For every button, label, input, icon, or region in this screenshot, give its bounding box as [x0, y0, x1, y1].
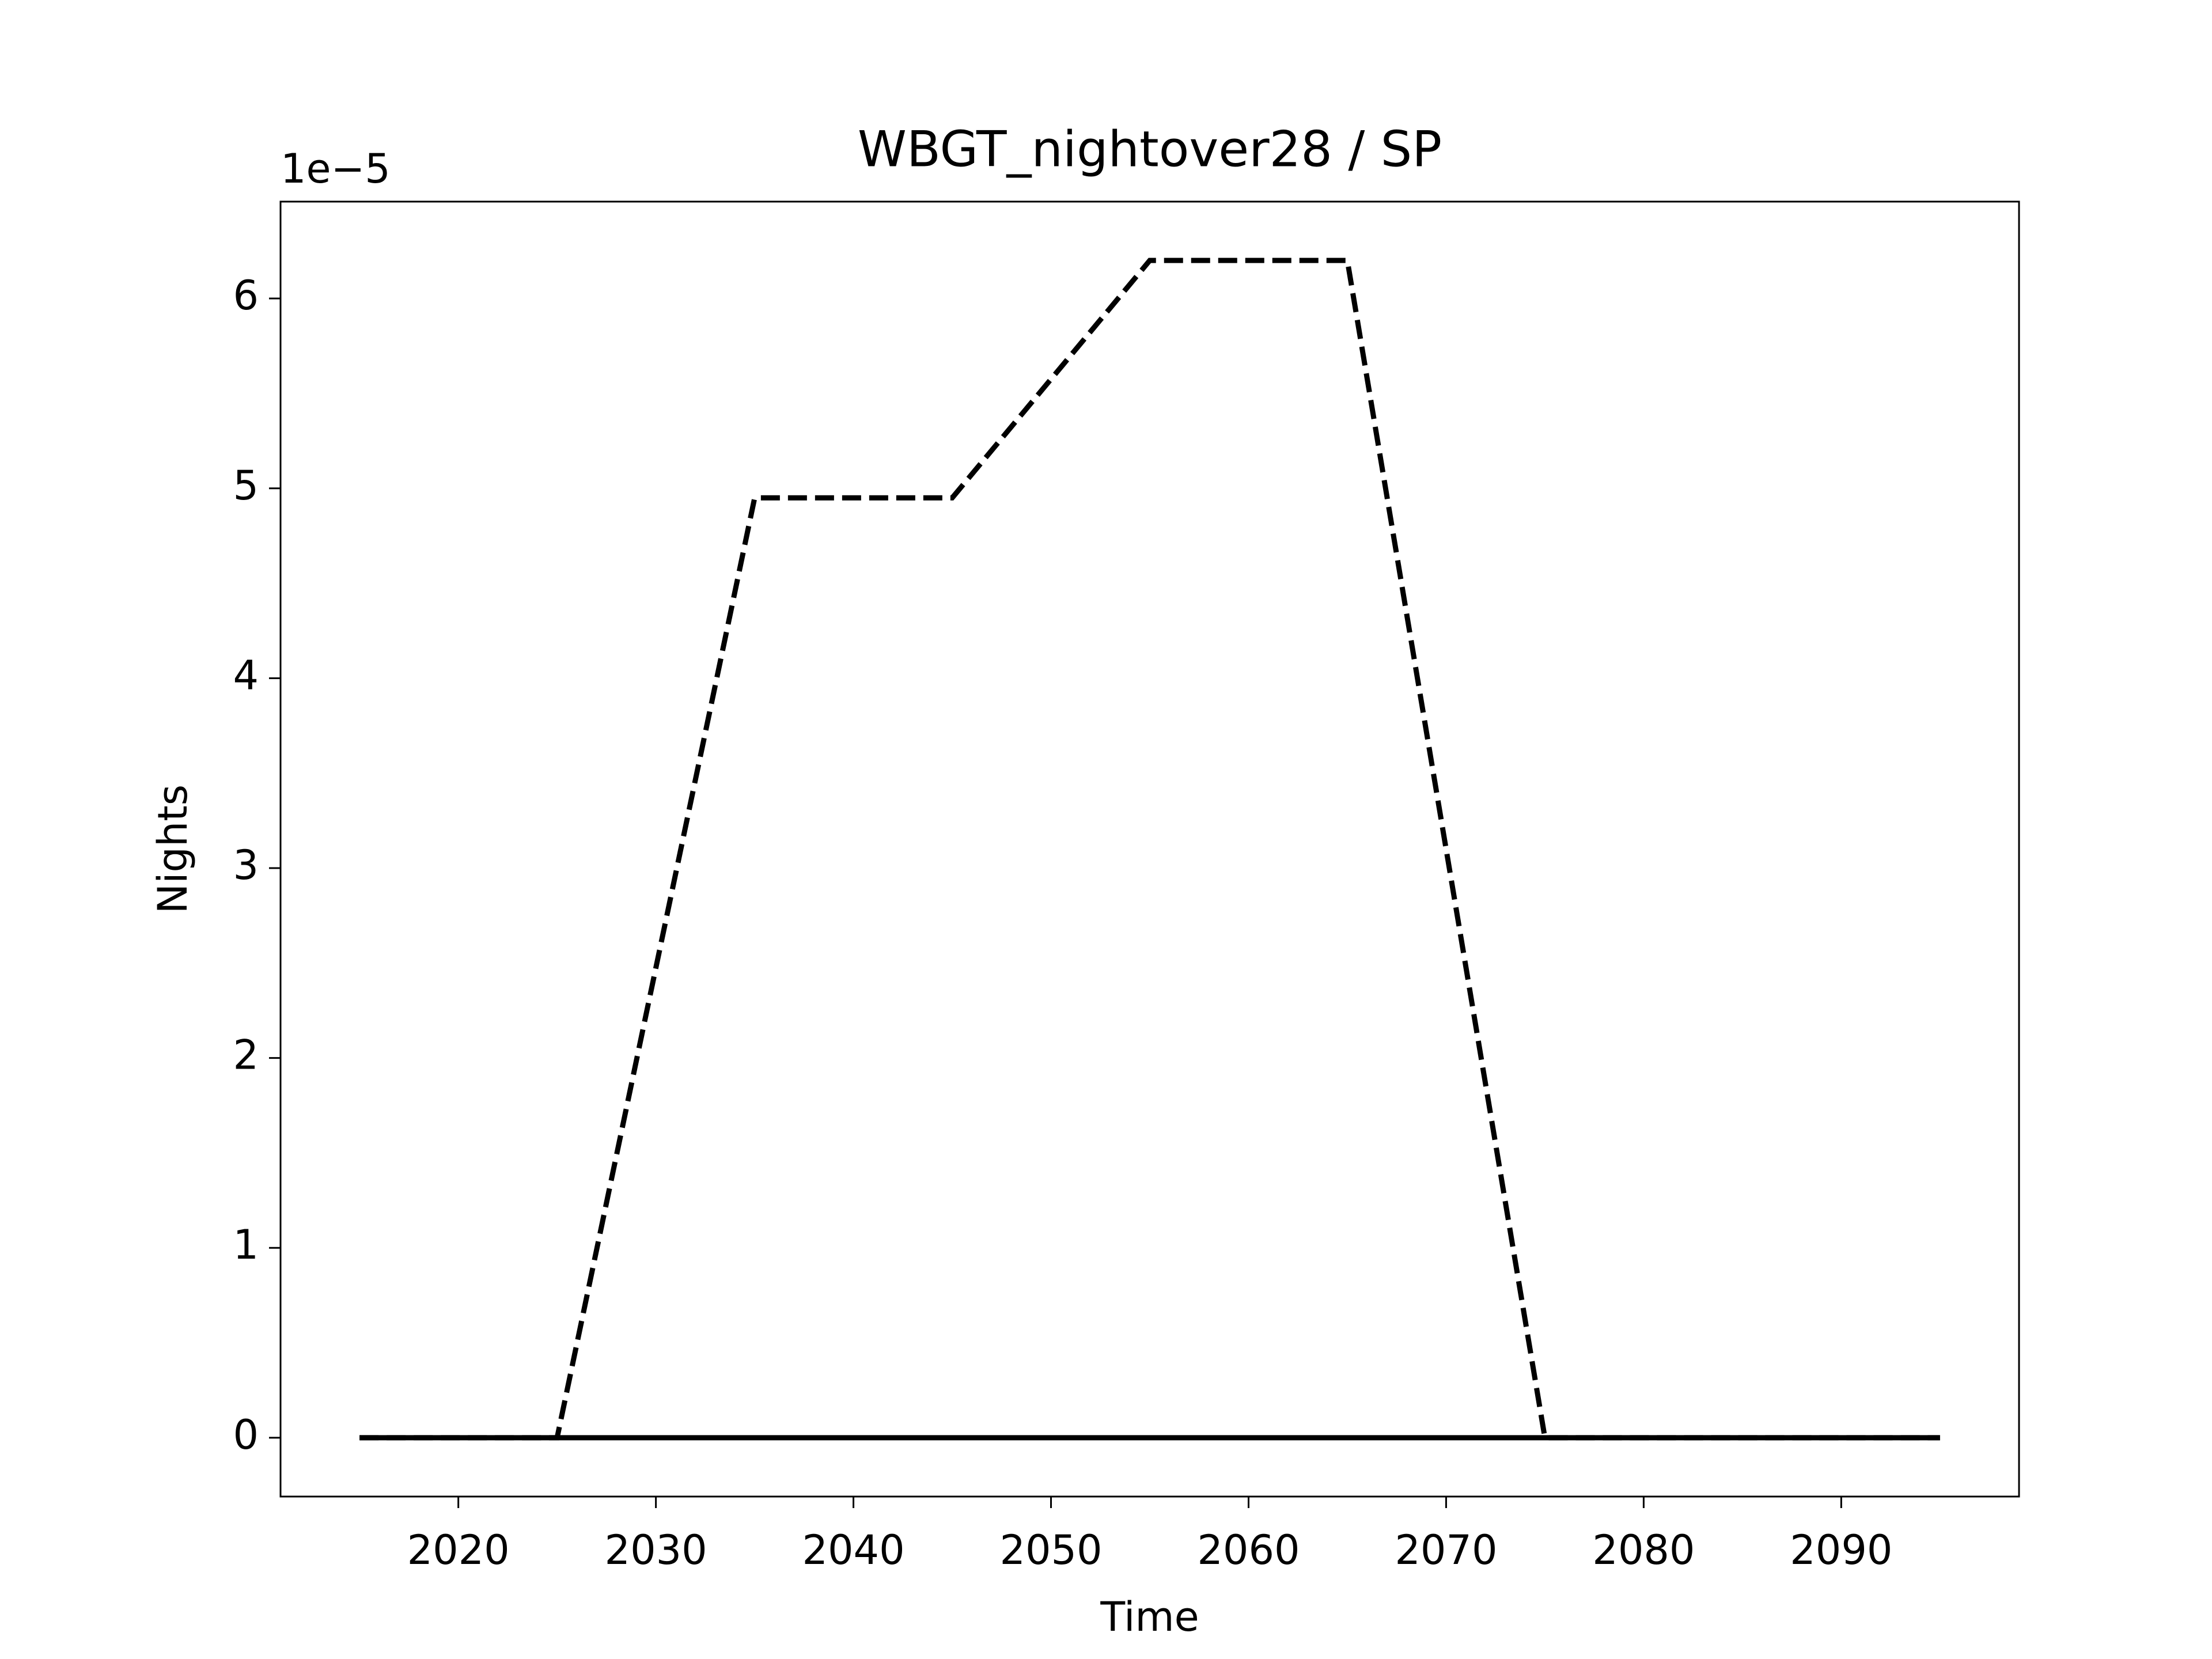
chart-title: WBGT_nightover28 / SP — [858, 120, 1442, 178]
y-tick-label: 4 — [233, 652, 259, 699]
y-tick-label: 3 — [233, 842, 259, 889]
x-tick-label: 2080 — [1592, 1527, 1695, 1574]
y-tick-label: 5 — [233, 462, 259, 509]
y-axis-label: Nights — [149, 785, 196, 914]
y-tick-label: 6 — [233, 272, 259, 319]
y-offset-label: 1e−5 — [281, 145, 391, 192]
axes-frame — [279, 200, 2020, 1498]
x-tick-label: 2060 — [1197, 1527, 1300, 1574]
x-tick-label: 2030 — [605, 1527, 707, 1574]
x-tick-label: 2040 — [802, 1527, 904, 1574]
y-tick-label: 1 — [233, 1221, 259, 1268]
y-tick-label: 0 — [233, 1411, 259, 1459]
line-series — [359, 257, 1940, 1441]
x-tick-label: 2020 — [407, 1527, 510, 1574]
x-tick-label: 2050 — [999, 1527, 1102, 1574]
y-tick-label: 2 — [233, 1032, 259, 1079]
x-tick-label: 2090 — [1790, 1527, 1892, 1574]
x-tick-label: 2070 — [1395, 1527, 1497, 1574]
x-axis-label: Time — [1100, 1593, 1199, 1641]
